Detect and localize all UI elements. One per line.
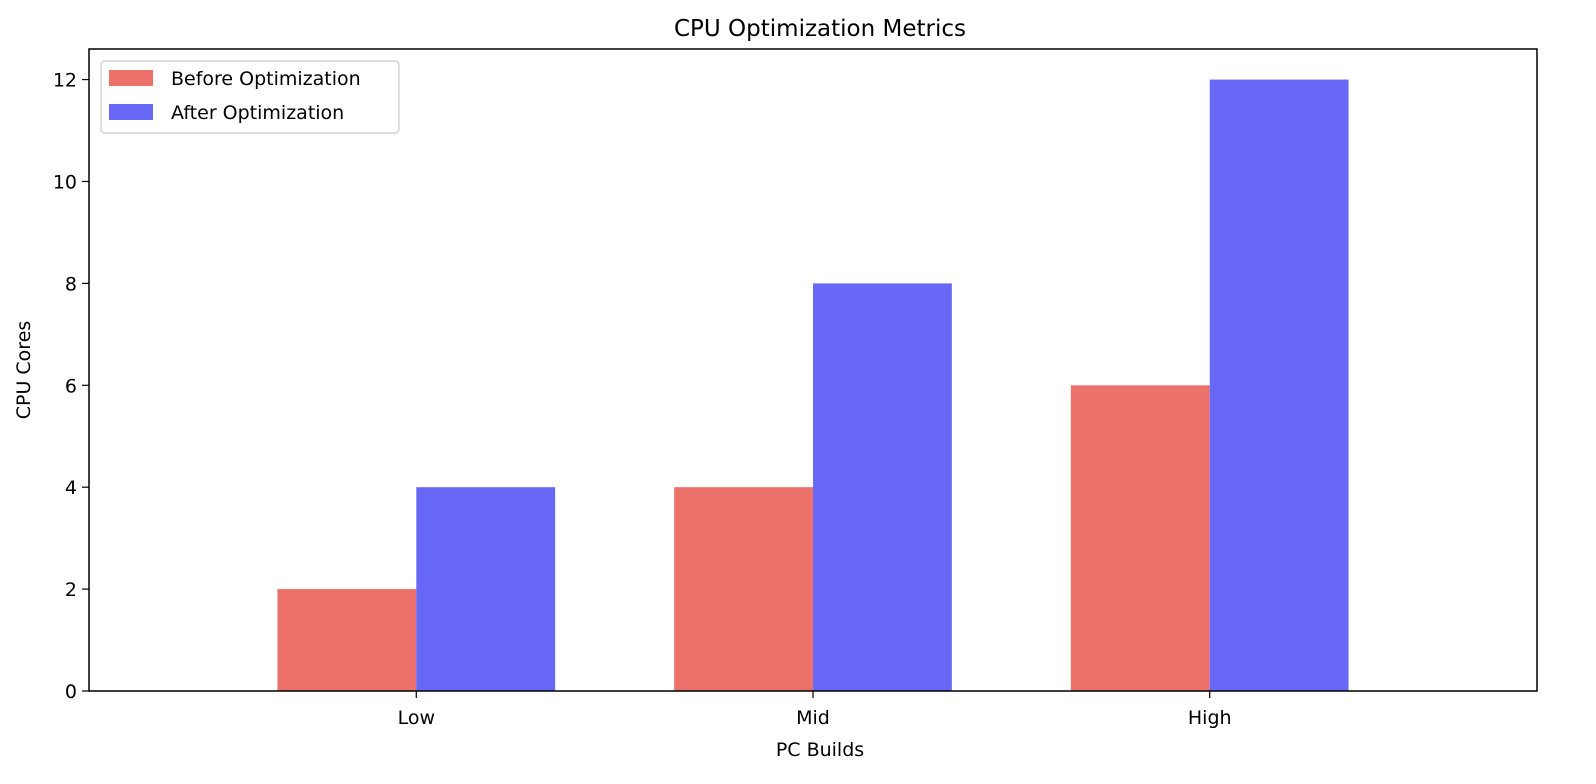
legend-label-series-2: After Optimization bbox=[171, 102, 344, 124]
bar-high-series-2 bbox=[1209, 79, 1349, 692]
x-tick-label: Low bbox=[398, 707, 435, 729]
chart-title: CPU Optimization Metrics bbox=[674, 16, 966, 42]
y-tick-label: 6 bbox=[65, 375, 77, 397]
y-tick-label: 10 bbox=[53, 171, 77, 193]
legend-swatch-series-1 bbox=[109, 70, 153, 86]
y-tick-label: 8 bbox=[65, 273, 77, 295]
y-tick-label: 2 bbox=[65, 579, 77, 601]
legend-swatch-series-2 bbox=[109, 104, 153, 120]
legend-box bbox=[100, 60, 400, 134]
legend: Before Optimization After Optimization bbox=[100, 60, 400, 134]
x-axis-label: PC Builds bbox=[776, 739, 864, 761]
ticks-layer: 0 2 4 6 8 10 12 Low Mid High bbox=[53, 70, 1232, 729]
x-tick-label: High bbox=[1188, 707, 1232, 729]
y-tick-label: 4 bbox=[65, 477, 77, 499]
bar-high-series-1 bbox=[1070, 385, 1210, 691]
y-tick-label: 12 bbox=[53, 70, 77, 92]
y-axis-label: CPU Cores bbox=[13, 321, 35, 420]
bar-mid-series-2 bbox=[813, 283, 952, 691]
y-tick-label: 0 bbox=[65, 681, 77, 703]
legend-label-series-1: Before Optimization bbox=[171, 68, 361, 90]
bars-layer bbox=[277, 79, 1349, 692]
bar-mid-series-1 bbox=[674, 487, 813, 691]
bar-low-series-2 bbox=[416, 487, 556, 691]
x-tick-label: Mid bbox=[796, 707, 830, 729]
bar-low-series-1 bbox=[277, 589, 417, 691]
